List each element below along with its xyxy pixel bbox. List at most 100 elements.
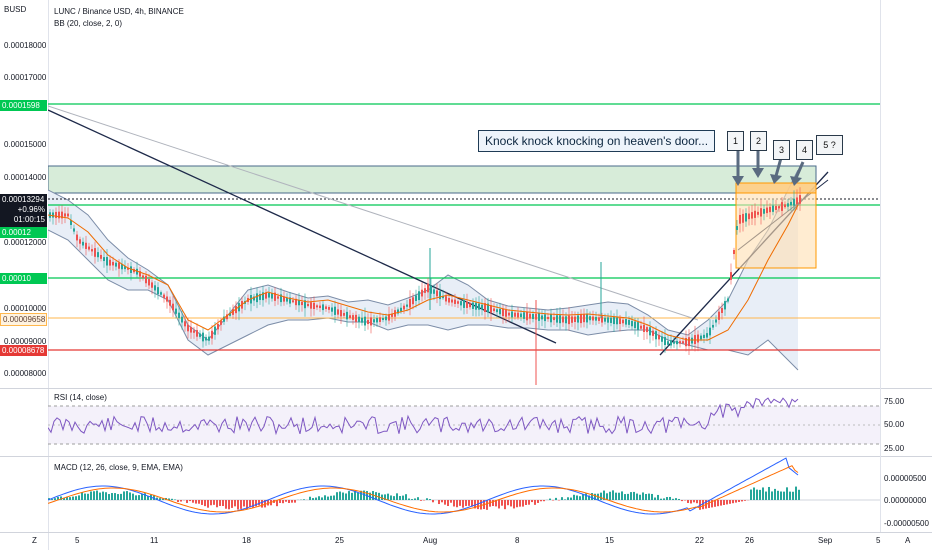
macd-bar (459, 500, 461, 506)
macd-bar (87, 493, 89, 500)
candle-body (211, 330, 213, 339)
annotation-text[interactable]: Knock knock knocking on heaven's door... (478, 130, 716, 152)
macd-bar (195, 500, 197, 504)
candle-body (229, 312, 231, 316)
breakout-box-top (735, 182, 817, 194)
macd-bar (216, 500, 218, 508)
current-price-tag: 0.00013294 +0.96% 01:00:15 (0, 194, 47, 227)
macd-bar (384, 494, 386, 500)
candle-body (547, 316, 549, 320)
candle-body (373, 319, 375, 323)
callout-1[interactable]: 1 (727, 131, 744, 151)
macd-bar (339, 491, 341, 500)
macd-bar (462, 500, 464, 508)
macd-bar (564, 499, 566, 500)
current-price: 0.00013294 (2, 195, 45, 204)
descending-trendline-dark (48, 109, 557, 344)
panel-separator[interactable] (0, 388, 932, 389)
macd-bar (624, 494, 626, 500)
macd-bar (54, 498, 56, 500)
candle-body (325, 306, 327, 309)
callout-3[interactable]: 3 (773, 140, 790, 160)
candle-body (610, 317, 612, 323)
macd-bar (84, 493, 86, 500)
macd-axis-label: 0.00000000 (884, 496, 927, 505)
macd-bar (645, 494, 647, 500)
candle-body (448, 297, 450, 303)
macd-bar (762, 487, 764, 500)
candle-body (58, 211, 60, 219)
macd-bar (456, 500, 458, 508)
macd-bar (567, 497, 569, 500)
macd-bar (429, 499, 431, 500)
callout-2[interactable]: 2 (750, 131, 767, 151)
candle-body (568, 315, 570, 325)
price-chart[interactable] (48, 0, 880, 388)
macd-bar (351, 492, 353, 500)
macd-bar (180, 500, 182, 502)
candle-body (88, 246, 90, 250)
macd-bar (174, 499, 176, 500)
bb-legend[interactable]: BB (20, close, 2, 0) (54, 19, 123, 28)
date-label: 18 (242, 536, 251, 545)
candle-body (187, 324, 189, 332)
macd-bar (312, 498, 314, 500)
candle-body (205, 337, 207, 341)
candle-body (619, 318, 621, 325)
macd-bar (264, 500, 266, 508)
macd-bar (537, 500, 539, 503)
macd-bar (576, 495, 578, 500)
candle-body (349, 315, 351, 318)
candle-body (727, 298, 729, 302)
macd-panel[interactable] (48, 457, 880, 532)
macd-axis-label: -0.00000500 (884, 519, 929, 528)
macd-bar (765, 491, 767, 500)
candle-body (304, 300, 306, 309)
candle-body (283, 296, 285, 302)
callout-4[interactable]: 4 (796, 140, 813, 160)
rsi-line (48, 397, 799, 436)
macd-bar (726, 500, 728, 505)
macd-bar (675, 498, 677, 500)
candle-body (577, 315, 579, 323)
candle-body (628, 319, 630, 325)
callout-5[interactable]: 5 ? (816, 135, 843, 155)
candle-body (64, 213, 66, 217)
macd-bar (426, 498, 428, 500)
symbol-legend[interactable]: LUNC / Binance USD, 4h, BINANCE (54, 7, 184, 16)
bottom-right-label[interactable]: A (905, 536, 911, 545)
candle-body (160, 292, 162, 295)
candle-body (640, 325, 642, 329)
price-axis-label: 0.00014000 (4, 173, 47, 182)
macd-bar (636, 493, 638, 500)
price-axis[interactable]: BUSD 0.00018000 0.00017000 0.00015000 0.… (0, 0, 49, 550)
macd-bar (414, 498, 416, 500)
rsi-panel[interactable] (48, 389, 880, 455)
orange-level-tag: 0.00009658 (0, 313, 47, 326)
macd-bar (66, 496, 68, 500)
macd-bar (471, 500, 473, 507)
candle-body (409, 298, 411, 308)
candle-body (778, 206, 780, 209)
panel-separator[interactable] (0, 456, 932, 457)
macd-bar (159, 498, 161, 500)
arrow-1-head (732, 176, 744, 186)
candle-body (415, 295, 417, 301)
candle-body (739, 214, 741, 224)
candle-body (526, 311, 528, 321)
macd-bar (735, 500, 737, 503)
candle-body (145, 275, 147, 284)
candle-body (133, 269, 135, 273)
candle-body (442, 295, 444, 299)
rsi-legend[interactable]: RSI (14, close) (54, 393, 107, 402)
level-top-tag: 0.0001598 (0, 100, 47, 111)
macd-legend[interactable]: MACD (12, 26, close, 9, EMA, EMA) (54, 463, 183, 472)
macd-histogram (48, 486, 800, 510)
candle-body (217, 323, 219, 330)
macd-bar (582, 494, 584, 500)
macd-bar (405, 494, 407, 500)
bottom-left-label[interactable]: Z (32, 536, 37, 545)
macd-bar (156, 497, 158, 500)
macd-bar (279, 500, 281, 503)
candle-body (172, 303, 174, 311)
